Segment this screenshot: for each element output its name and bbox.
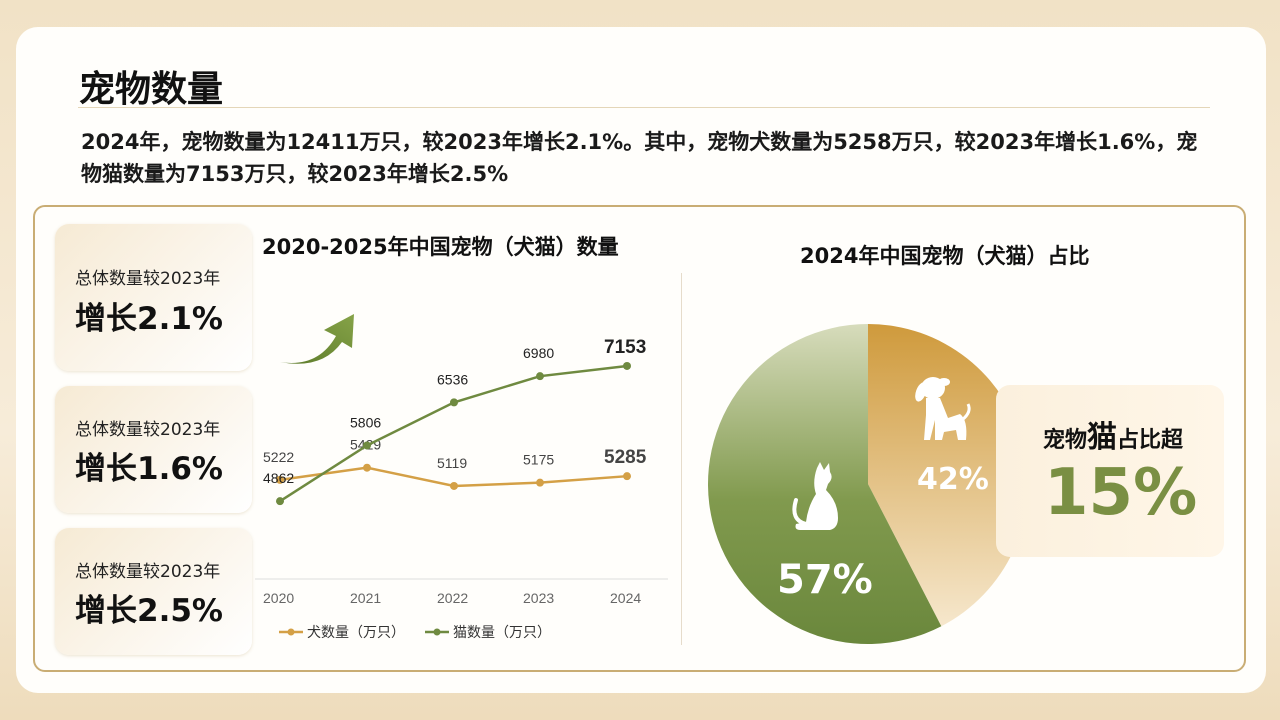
stat-card-cat: 总体数量较2023年 增长2.5%	[55, 528, 252, 655]
cat-icon	[792, 462, 838, 530]
dog-point	[450, 481, 458, 490]
stat-label: 总体数量较2023年	[75, 562, 221, 582]
panel-divider	[681, 273, 682, 645]
line-chart-title: 2020-2025年中国宠物（犬猫）数量	[262, 235, 619, 259]
callout-value: 15%	[1044, 456, 1198, 530]
dog-data-label: 5222	[263, 449, 294, 465]
stat-label: 总体数量较2023年	[75, 420, 221, 440]
stat-label: 总体数量较2023年	[75, 269, 221, 289]
cat-point	[363, 441, 371, 450]
dog-point	[276, 475, 284, 484]
cat-data-label: 4862	[263, 470, 294, 486]
legend-dog-label: 犬数量（万只）	[307, 624, 405, 640]
cat-data-label: 6536	[437, 371, 468, 387]
stat-value: 增长2.1%	[75, 301, 223, 337]
stat-value: 增长1.6%	[75, 451, 223, 487]
legend-cat-label: 猫数量（万只）	[453, 624, 551, 640]
pie-label-dog: 42%	[917, 462, 989, 497]
pie-label-cat: 57%	[777, 557, 873, 603]
x-tick-label: 2021	[350, 590, 381, 606]
trend-up-arrow-icon	[280, 314, 354, 364]
chart-panel	[33, 205, 1246, 672]
callout-box	[996, 385, 1224, 557]
stat-card-dog: 总体数量较2023年 增长1.6%	[55, 386, 252, 513]
summary-text: 2024年，宠物数量为12411万只，较2023年增长2.1%。其中，宠物犬数量…	[81, 130, 1198, 186]
cat-point	[276, 497, 284, 506]
cat-data-label: 7153	[604, 337, 646, 358]
x-tick-label: 2022	[437, 590, 468, 606]
dog-data-label: 5285	[604, 447, 647, 468]
dog-data-label: 5175	[523, 452, 554, 468]
title-divider	[78, 107, 1210, 108]
stat-card-total: 总体数量较2023年 增长2.1%	[55, 224, 252, 371]
stat-value: 增长2.5%	[75, 593, 223, 629]
dog-data-label: 5119	[437, 455, 467, 471]
dog-point	[623, 472, 631, 481]
dog-point	[536, 478, 544, 487]
callout-text: 宠物猫占比超	[1043, 420, 1184, 455]
pie-slice-dog	[868, 324, 1028, 627]
dog-icon	[915, 377, 971, 440]
legend: 犬数量（万只） 猫数量（万只）	[279, 624, 551, 640]
x-tick-label: 2023	[523, 590, 554, 606]
dog-point	[363, 463, 371, 472]
cat-data-label: 5806	[350, 414, 381, 430]
page-title: 宠物数量	[79, 69, 224, 110]
x-tick-label: 2024	[610, 590, 641, 606]
pie-chart-title: 2024年中国宠物（犬猫）占比	[800, 244, 1090, 268]
cat-data-label: 6980	[523, 345, 554, 361]
cat-point	[536, 372, 544, 381]
cat-point	[450, 398, 458, 407]
cat-point	[623, 361, 631, 370]
x-tick-label: 2020	[263, 590, 294, 606]
